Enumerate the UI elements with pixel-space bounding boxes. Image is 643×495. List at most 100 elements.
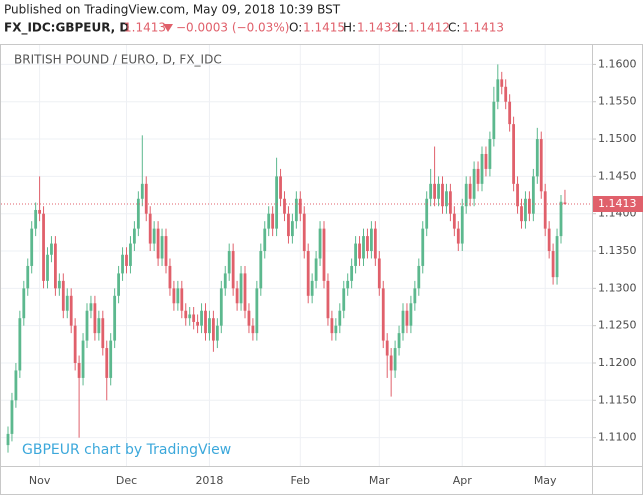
candle-body [215, 325, 219, 341]
candle-body [89, 303, 93, 311]
y-tick-label: 1.1550 [598, 95, 637, 108]
candle-body [437, 183, 440, 199]
axes: 1.1100 1.1150 1.1200 1.1250 1.1300 1.1350 1.14… [29, 57, 643, 487]
y-tick-label: 1.1500 [598, 132, 637, 145]
candle-body [524, 198, 527, 222]
candle-body [235, 288, 239, 304]
candle-body [535, 139, 539, 177]
candle-body [563, 202, 567, 204]
candle-body [144, 183, 148, 214]
candle-body [377, 258, 381, 289]
x-tick-label: May [534, 474, 557, 487]
candle-body [77, 362, 81, 378]
candle-body [113, 295, 117, 341]
candle-body [496, 79, 500, 102]
candle-body [291, 221, 294, 237]
candle-body [354, 243, 357, 266]
candle-body [156, 228, 160, 259]
candle-body [492, 101, 496, 140]
candle-body [243, 273, 247, 311]
y-tick-label: 1.1300 [598, 281, 637, 294]
high-label: H: [343, 21, 356, 35]
candle-body [140, 183, 144, 199]
y-tick-label: 1.1600 [598, 57, 637, 70]
candle-body [160, 236, 164, 259]
last-price: 1.1413 [124, 21, 166, 35]
low-value: 1.1412 [408, 21, 450, 35]
candle-body [472, 168, 476, 199]
candle-body [38, 209, 41, 214]
candle-body [239, 273, 243, 304]
grid [1, 45, 592, 466]
candle-body [366, 236, 369, 252]
candle-body [50, 243, 53, 255]
candle-body [318, 228, 322, 259]
candle-body [231, 251, 235, 289]
candle-body [212, 318, 215, 341]
candle-body [425, 198, 429, 229]
y-tick-label: 1.1450 [598, 169, 637, 182]
candle-body [30, 228, 34, 266]
candle-body [184, 310, 188, 319]
candle-body [338, 310, 342, 326]
candle-body [512, 124, 515, 184]
candle-body [121, 254, 124, 274]
candle-body [314, 258, 318, 281]
x-tick-label: Nov [29, 474, 51, 487]
candle-body [263, 228, 267, 252]
candle-body [117, 273, 120, 296]
candle-body [129, 243, 132, 266]
candle-body [555, 236, 559, 278]
candle-body [283, 198, 286, 214]
candle-body [192, 314, 196, 322]
candle-body [389, 355, 393, 371]
candle-body [306, 251, 310, 296]
low-label: L: [397, 21, 408, 35]
candle-body [539, 139, 543, 192]
watermark: GBPEUR chart by TradingView [22, 442, 231, 458]
x-tick-label: Apr [453, 474, 473, 487]
candle-body [61, 280, 65, 311]
candle-body [164, 236, 168, 266]
candle-body [18, 318, 22, 371]
open-value: 1.1415 [303, 21, 345, 35]
candle-body [34, 209, 38, 229]
candle-body [413, 288, 417, 304]
candle-body [227, 251, 231, 274]
candle-body [255, 288, 259, 334]
close-value: 1.1413 [462, 21, 504, 35]
candle-body [350, 265, 354, 281]
candle-body [373, 228, 377, 259]
candle-body [57, 280, 61, 289]
candle-body [93, 303, 97, 334]
candle-body [310, 280, 314, 296]
candle-body [251, 325, 255, 334]
open-label: O: [289, 21, 302, 35]
candle-body [346, 280, 350, 289]
candle-body [322, 228, 326, 281]
candle-body [26, 265, 30, 289]
y-tick-label: 1.1250 [598, 319, 637, 332]
candle-body [401, 310, 405, 334]
candle-body [176, 288, 180, 304]
y-tick-label: 1.1150 [598, 393, 637, 406]
candle-body [271, 213, 275, 229]
candle-body [421, 228, 425, 266]
candle-body [223, 273, 227, 289]
candle-body [10, 400, 14, 434]
chart-title: BRITISH POUND / EURO, D, FX_IDC [14, 53, 222, 67]
candle-body [204, 310, 207, 334]
symbol: FX_IDC:GBPEUR, D [4, 21, 129, 36]
close-label: C: [448, 21, 460, 35]
candle-body [445, 191, 448, 207]
candle-body [433, 183, 436, 199]
candle-body [405, 310, 409, 326]
candle-body [358, 243, 361, 259]
candle-body [65, 295, 69, 311]
candle-body [551, 251, 555, 278]
candle-body [275, 176, 278, 229]
candle-body [22, 288, 26, 319]
candle-body [73, 325, 77, 363]
price-change: −0.0003 (−0.03%) [176, 21, 289, 35]
y-tick-label: 1.1100 [598, 431, 637, 444]
